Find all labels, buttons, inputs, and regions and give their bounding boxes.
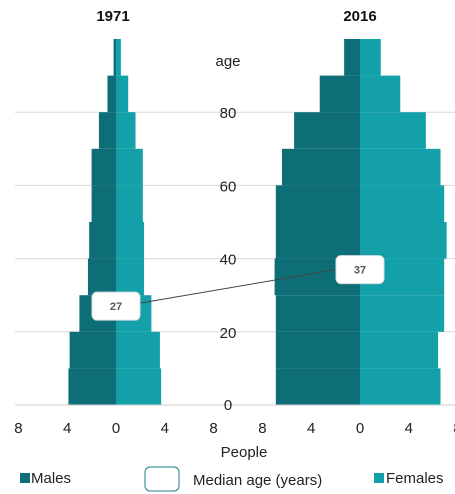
age-tick-0: 0 <box>224 397 232 414</box>
bar-male-2016-age-10 <box>275 331 360 369</box>
bar-male-1971-age-30 <box>87 258 116 296</box>
bar-male-2016-age-20 <box>275 295 360 332</box>
x-tick-2016-1: 4 <box>307 420 315 437</box>
median-value-1971: 27 <box>110 301 122 313</box>
bar-female-1971-age-70 <box>116 112 136 149</box>
bar-female-2016-age-70 <box>360 112 426 149</box>
bar-male-2016-age-50 <box>275 185 360 222</box>
x-tick-2016-3: 4 <box>405 420 413 437</box>
age-tick-80: 80 <box>220 105 237 122</box>
bar-female-2016-age-100 <box>360 39 368 40</box>
age-axis-label: age <box>215 53 240 70</box>
bar-female-2016-age-60 <box>360 148 441 186</box>
x-axis-label: People <box>221 444 268 461</box>
bar-male-1971-age-90 <box>113 39 116 76</box>
age-tick-60: 60 <box>220 178 237 195</box>
bar-female-1971-age-100 <box>116 39 118 40</box>
bar-female-2016-age-80 <box>360 75 401 113</box>
legend-males-label: Males <box>31 470 71 487</box>
bar-female-1971-age-60 <box>116 148 143 186</box>
age-axis-ticks: 0 20 40 60 80 <box>220 105 237 414</box>
x-tick-1971-4: 8 <box>209 420 217 437</box>
bar-female-2016-age-50 <box>360 185 445 222</box>
bar-male-2016-age-40 <box>275 222 360 259</box>
bar-male-1971-age-40 <box>89 222 116 259</box>
bar-male-1971-age-0 <box>68 368 116 405</box>
bar-male-1971-age-100 <box>115 39 116 40</box>
median-label-2016: 37 <box>335 255 385 285</box>
bar-male-2016-age-60 <box>281 148 360 186</box>
bar-female-1971-age-10 <box>116 331 160 369</box>
bar-male-2016-age-0 <box>275 368 360 405</box>
bar-female-1971-age-40 <box>116 222 145 259</box>
bar-male-1971-age-70 <box>98 112 116 149</box>
bar-female-1971-age-80 <box>116 75 129 113</box>
bar-female-1971-age-30 <box>116 258 145 296</box>
age-tick-40: 40 <box>220 252 237 269</box>
x-tick-1971-2: 0 <box>112 420 120 437</box>
legend-median-label: Median age (years) <box>193 472 322 489</box>
bar-male-2016-age-80 <box>319 75 360 113</box>
panel-title-1971: 1971 <box>96 8 129 25</box>
bar-female-2016-age-0 <box>360 368 441 405</box>
median-value-2016: 37 <box>354 265 366 277</box>
bar-male-1971-age-50 <box>91 185 116 222</box>
bar-female-2016-age-20 <box>360 295 445 332</box>
bar-female-1971-age-50 <box>116 185 143 222</box>
x-tick-2016-2: 0 <box>356 420 364 437</box>
median-connector-line <box>139 269 337 304</box>
legend-females-swatch <box>374 473 384 483</box>
bar-female-2016-age-10 <box>360 331 439 369</box>
legend-median-swatch <box>144 466 180 492</box>
bar-male-1971-age-10 <box>69 331 116 369</box>
x-tick-1971-1: 4 <box>63 420 71 437</box>
age-tick-20: 20 <box>220 325 237 342</box>
median-annotations: 27 37 <box>91 255 385 321</box>
bar-male-2016-age-90 <box>344 39 360 76</box>
median-label-1971: 27 <box>91 291 141 321</box>
bar-female-1971-age-0 <box>116 368 162 405</box>
legend-males-swatch <box>20 473 30 483</box>
bar-male-2016-age-70 <box>294 112 360 149</box>
x-tick-2016-4: 8 <box>453 420 455 437</box>
bar-male-2016-age-100 <box>353 39 360 40</box>
bar-female-1971-age-90 <box>116 39 121 76</box>
x-tick-1971-3: 4 <box>161 420 169 437</box>
bars <box>68 39 447 405</box>
bar-female-2016-age-40 <box>360 222 447 259</box>
x-tick-1971-0: 8 <box>14 420 22 437</box>
bar-female-2016-age-90 <box>360 39 381 76</box>
legend-females-label: Females <box>386 470 444 487</box>
panel-title-2016: 2016 <box>343 8 376 25</box>
bar-male-1971-age-60 <box>91 148 116 186</box>
x-tick-2016-0: 8 <box>258 420 266 437</box>
x-axis-ticks: 8 4 0 4 8 8 4 0 4 8 <box>14 420 455 437</box>
bar-male-1971-age-80 <box>107 75 116 113</box>
legend: Males Median age (years) Females <box>20 466 444 492</box>
